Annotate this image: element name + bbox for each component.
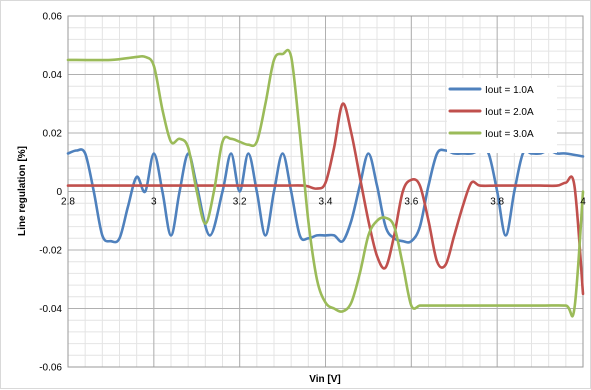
series-layer <box>66 48 585 318</box>
x-tick-label: 3.8 <box>490 197 504 208</box>
y-tick-label: -0.04 <box>39 304 62 315</box>
x-tick-label: 3 <box>151 197 157 208</box>
x-tick-labels: 2.8 3 3.2 3.4 3.6 3.8 4 <box>61 197 586 208</box>
y-tick-label: 0.02 <box>43 129 63 140</box>
y-tick-label: 0.04 <box>43 70 63 81</box>
y-tick-label: 0.06 <box>43 12 63 23</box>
series-line-iout-2a <box>66 102 585 296</box>
x-tick-label: 3.6 <box>404 197 418 208</box>
y-tick-label: 0 <box>56 187 62 198</box>
x-tick-label: 3.2 <box>233 197 247 208</box>
x-axis-title: Vin [V] <box>309 374 340 385</box>
x-tick-label: 3.4 <box>319 197 333 208</box>
legend-label-iout-2a: Iout = 2.0A <box>485 107 534 118</box>
series-line-iout-3a <box>66 48 585 318</box>
y-tick-label: -0.06 <box>39 363 62 374</box>
series-line-iout-1a <box>66 148 585 244</box>
legend-label-iout-1a: Iout = 1.0A <box>485 85 534 96</box>
chart-legend: Iout = 1.0A Iout = 2.0A Iout = 3.0A <box>447 78 557 153</box>
y-axis-title: Line regulation [%] <box>17 146 28 236</box>
x-tick-label: 4 <box>580 197 586 208</box>
x-tick-label: 2.8 <box>61 197 75 208</box>
legend-label-iout-3a: Iout = 3.0A <box>485 129 534 140</box>
y-tick-labels: -0.06 -0.04 -0.02 0 0.02 0.04 0.06 <box>39 12 62 374</box>
y-tick-label: -0.02 <box>39 246 62 257</box>
